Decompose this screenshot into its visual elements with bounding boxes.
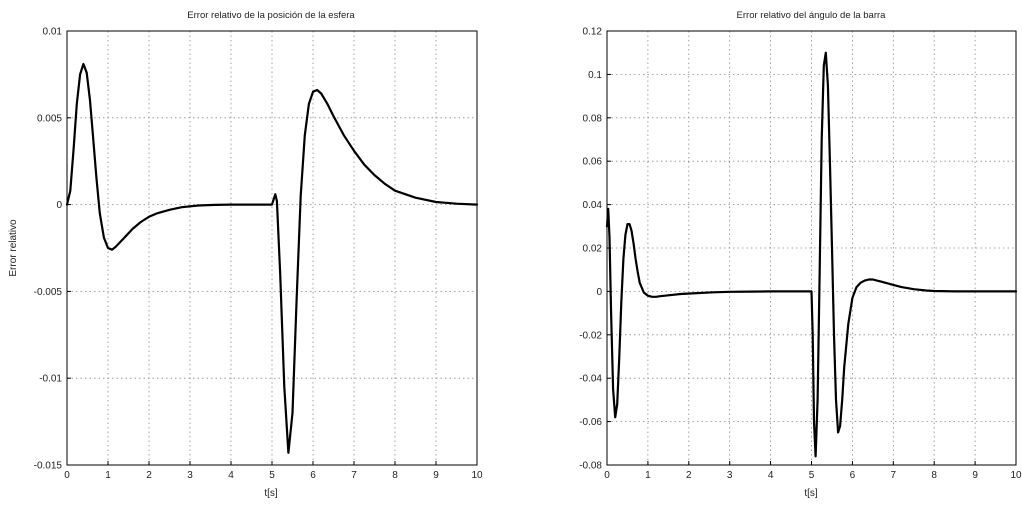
x-tick-label: 9 <box>972 470 978 481</box>
x-axis-label: t[s] <box>804 488 818 499</box>
chart-title: Error relativo de la posición de la esfe… <box>187 10 355 21</box>
x-tick-label: 0 <box>604 470 610 481</box>
grid-layer <box>607 31 1016 465</box>
y-tick-label: 0.1 <box>588 70 602 81</box>
x-tick-label: 2 <box>686 470 692 481</box>
x-tick-label: 3 <box>727 470 733 481</box>
y-tick-label: -0.08 <box>579 461 602 472</box>
tick-layer: 0 1 2 3 4 5 6 7 8 9 10 0.01 0.005 0 -0.005 -0.01 -0.015 <box>34 27 483 482</box>
x-tick-label: 7 <box>351 470 357 481</box>
x-tick-label: 7 <box>891 470 897 481</box>
y-tick-label: 0.005 <box>37 113 62 124</box>
chart-bar-angle-error: Error relativo del ángulo de la barra t[… <box>579 10 1022 499</box>
x-tick-label: 10 <box>471 470 483 481</box>
y-tick-label: -0.015 <box>34 461 63 472</box>
x-tick-label: 4 <box>768 470 774 481</box>
y-tick-label: 0.04 <box>583 200 603 211</box>
x-tick-label: 0 <box>64 470 70 481</box>
x-tick-label: 9 <box>433 470 439 481</box>
chart-sphere-position-error: Error relativo de la posición de la esfe… <box>8 10 483 499</box>
series-layer <box>605 51 1018 458</box>
x-tick-label: 10 <box>1010 470 1022 481</box>
x-tick-label: 6 <box>310 470 316 481</box>
x-tick-label: 5 <box>269 470 275 481</box>
y-tick-label: 0 <box>56 200 62 211</box>
x-tick-label: 3 <box>187 470 193 481</box>
y-tick-label: 0.02 <box>583 244 603 255</box>
x-tick-label: 6 <box>850 470 856 481</box>
y-tick-label: -0.02 <box>579 330 602 341</box>
x-tick-label: 1 <box>105 470 111 481</box>
y-tick-label: 0.08 <box>583 113 603 124</box>
plot-frame <box>66 30 478 466</box>
y-tick-label: -0.005 <box>34 287 63 298</box>
y-tick-label: -0.06 <box>579 417 602 428</box>
x-tick-label: 8 <box>392 470 398 481</box>
x-tick-label: 5 <box>809 470 815 481</box>
y-axis-label: Error relativo <box>8 219 19 277</box>
y-tick-label: -0.01 <box>39 374 62 385</box>
plot-frame <box>606 30 1017 466</box>
x-tick-label: 1 <box>645 470 651 481</box>
x-axis-label: t[s] <box>264 488 278 499</box>
y-tick-label: 0.01 <box>43 27 63 38</box>
series-line <box>605 51 1018 458</box>
y-tick-label: 0.06 <box>583 157 603 168</box>
x-tick-label: 8 <box>931 470 937 481</box>
y-tick-label: 0 <box>596 287 602 298</box>
series-line <box>65 62 479 454</box>
y-tick-label: -0.04 <box>579 374 602 385</box>
y-tick-label: 0.12 <box>583 27 603 38</box>
grid-layer <box>67 31 477 465</box>
chart-title: Error relativo del ángulo de la barra <box>737 10 887 21</box>
series-layer <box>65 62 479 454</box>
x-tick-label: 4 <box>228 470 234 481</box>
tick-layer: 0 1 2 3 4 5 6 7 8 9 100.120.10.080.060.040.020-0.0… <box>579 27 1022 482</box>
x-tick-label: 2 <box>146 470 152 481</box>
